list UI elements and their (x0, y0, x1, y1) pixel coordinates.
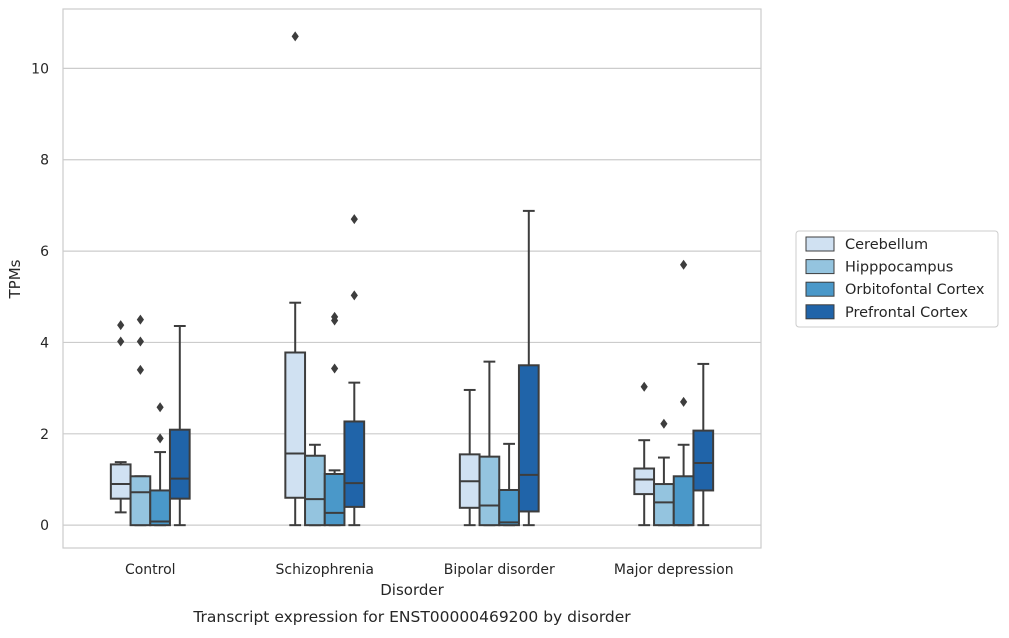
box (478, 455, 501, 527)
box (633, 467, 656, 496)
box (129, 475, 152, 527)
box-group (633, 381, 656, 527)
box-group (672, 259, 695, 527)
box (284, 351, 307, 499)
outlier-point (156, 433, 164, 444)
x-tick-label: Bipolar disorder (444, 562, 555, 578)
box-group (478, 360, 501, 527)
box-group (343, 214, 366, 527)
box-group (323, 311, 346, 527)
y-tick-label: 10 (31, 61, 49, 77)
legend-swatch (805, 281, 835, 297)
box-group (168, 325, 191, 527)
outlier-point (350, 290, 358, 301)
box-group (458, 388, 481, 527)
legend-label: Prefrontal Cortex (845, 305, 968, 321)
outlier-point (117, 336, 125, 347)
outlier-point (291, 31, 299, 42)
x-tick-label: Major depression (614, 562, 734, 578)
box (168, 428, 191, 500)
box (343, 420, 366, 508)
y-axis-label: TPMs (6, 259, 24, 299)
y-tick-label: 8 (40, 153, 49, 169)
box-group (653, 418, 675, 527)
outlier-point (136, 314, 144, 325)
y-tick-labels: 0 2 4 6 8 10 (31, 61, 49, 534)
box (323, 473, 346, 527)
x-tick-label: Control (125, 562, 176, 578)
outlier-point (660, 418, 668, 429)
outlier-point (640, 381, 648, 392)
outlier-point (136, 364, 144, 375)
legend-swatch (805, 259, 835, 275)
y-tick-label: 2 (40, 427, 49, 443)
x-tick-label: Schizophrenia (276, 562, 374, 578)
legend-swatch (805, 236, 835, 252)
y-tick-label: 4 (40, 335, 49, 351)
legend-frame (795, 230, 999, 328)
box-series (109, 31, 715, 527)
y-tick-label: 6 (40, 244, 49, 260)
box (653, 483, 675, 527)
plot-frame (62, 8, 762, 549)
gridlines (63, 67, 761, 526)
box-group (129, 314, 152, 527)
outlier-point (156, 402, 164, 413)
box-group (498, 442, 520, 527)
outlier-point (331, 363, 339, 374)
chart-caption: Transcript expression for ENST0000046920… (192, 608, 631, 626)
x-tick-labels: Control Schizophrenia Bipolar disorder Majo… (125, 562, 734, 578)
box-group (109, 320, 132, 514)
box (672, 475, 695, 527)
box (517, 364, 540, 513)
box-group (517, 209, 540, 527)
outlier-point (331, 311, 339, 322)
box (149, 489, 171, 527)
box (692, 429, 715, 492)
box-group (149, 402, 171, 527)
box (304, 454, 326, 527)
outlier-point (350, 214, 358, 225)
legend: Cerebellum Hipppocampus Orbitofontal Corte… (795, 230, 999, 328)
box-group (284, 31, 307, 527)
legend-swatch (805, 304, 835, 320)
outlier-point (117, 320, 125, 331)
y-tick-label: 0 (40, 518, 49, 534)
legend-label: Orbitofontal Cortex (845, 282, 985, 298)
box-group (304, 443, 326, 527)
box (109, 463, 132, 500)
outlier-point (680, 396, 688, 407)
box (498, 488, 520, 527)
outlier-point (680, 259, 688, 270)
legend-label: Cerebellum (845, 237, 928, 253)
x-axis-label: Disorder (380, 581, 444, 599)
box-group (692, 362, 715, 527)
legend-label: Hipppocampus (845, 260, 953, 276)
outlier-point (136, 336, 144, 347)
